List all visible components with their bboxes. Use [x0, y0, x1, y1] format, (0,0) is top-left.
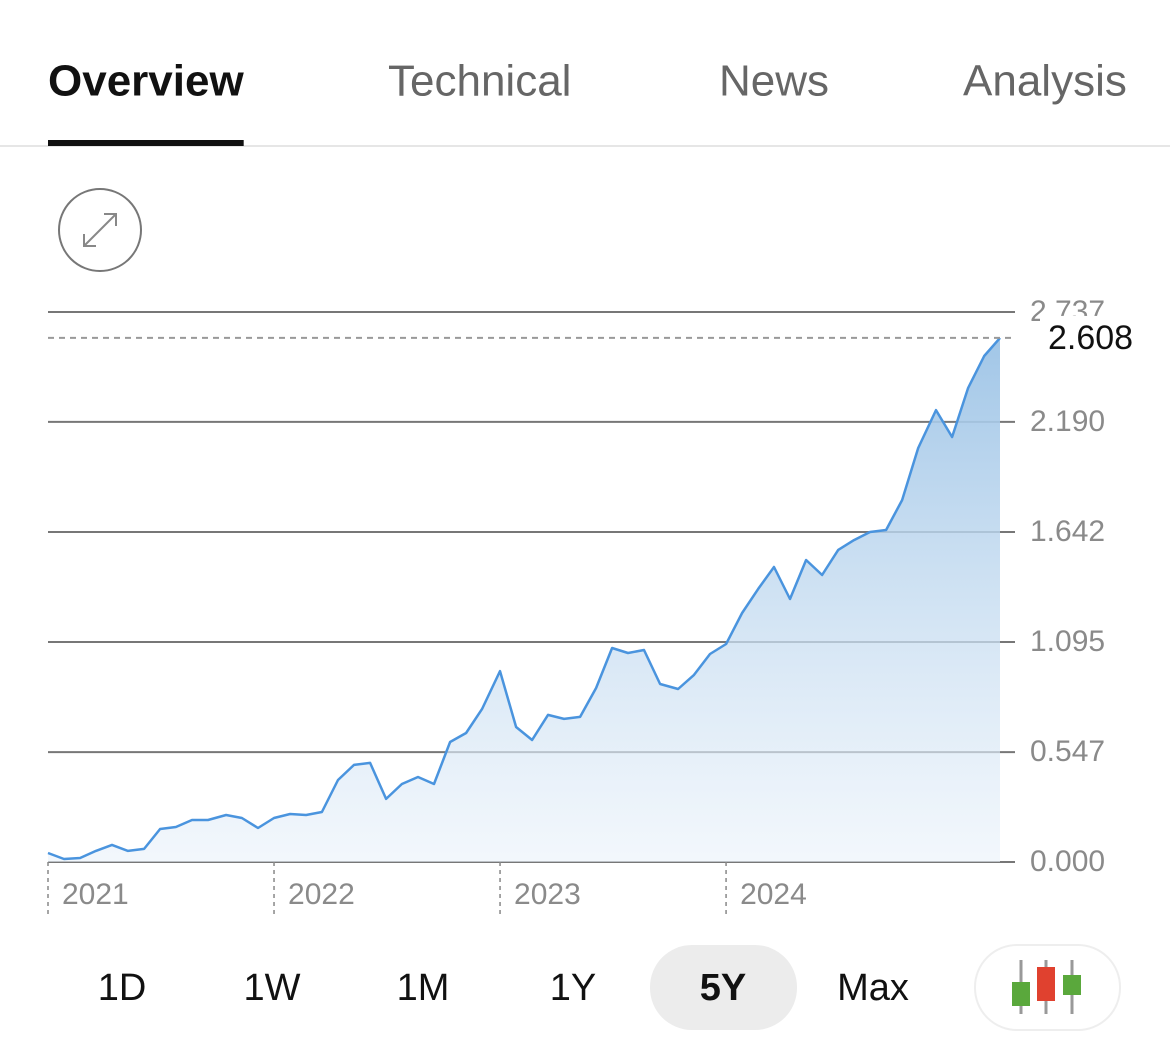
- tab[interactable]: Technical: [388, 57, 571, 106]
- range-label: 1Y: [550, 967, 596, 1009]
- tab[interactable]: News: [719, 57, 829, 106]
- range-label: 1M: [397, 967, 450, 1009]
- y-tick-label: 0.547: [1030, 735, 1105, 768]
- candle-toggle[interactable]: [974, 944, 1121, 1031]
- y-tick-label: 0.000: [1030, 845, 1105, 878]
- range-label: 1D: [98, 967, 147, 1009]
- icon-candle: [1063, 975, 1081, 995]
- last-value-label: 2.608: [1048, 319, 1133, 357]
- range-button[interactable]: 1Y: [550, 967, 596, 1009]
- last-value-bg: [1040, 315, 1165, 360]
- tab[interactable]: Overview: [48, 57, 244, 106]
- range-button[interactable]: Max: [837, 967, 909, 1009]
- range-button[interactable]: 1D: [98, 967, 147, 1009]
- tab[interactable]: Analysis: [963, 57, 1127, 106]
- range-highlight: [650, 945, 797, 1030]
- range-label: Max: [837, 967, 909, 1009]
- icon-candle: [1012, 982, 1030, 1006]
- tab-underline: [48, 140, 244, 146]
- x-tick-label: 2023: [514, 878, 581, 911]
- range-label: 1W: [244, 967, 301, 1009]
- expand-icon: [83, 213, 117, 247]
- x-tick-label: 2024: [740, 878, 807, 911]
- range-button[interactable]: 5Y: [650, 945, 797, 1030]
- x-tick-label: 2021: [62, 878, 129, 911]
- area-fill: [48, 337, 1000, 862]
- y-tick-label: 1.642: [1030, 515, 1105, 548]
- range-button[interactable]: 1W: [244, 967, 301, 1009]
- x-tick-label: 2022: [288, 878, 355, 911]
- icon-candle: [1037, 967, 1055, 1001]
- range-label: 5Y: [700, 967, 746, 1009]
- y-tick-label: 2.190: [1030, 405, 1105, 438]
- range-button[interactable]: 1M: [397, 967, 450, 1009]
- expand-button[interactable]: [58, 188, 142, 272]
- price-line: [47, 337, 1001, 861]
- y-tick-label: 1.095: [1030, 625, 1105, 658]
